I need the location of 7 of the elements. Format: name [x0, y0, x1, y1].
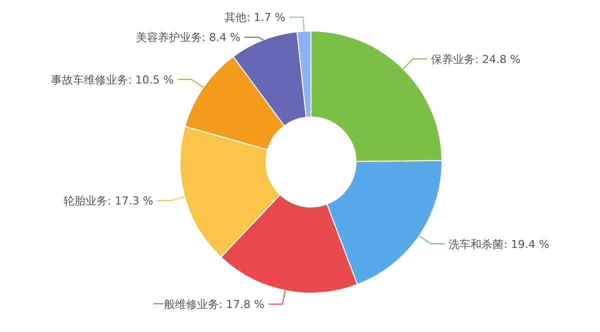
slice-label: 洗车和杀菌: 19.4 %	[448, 238, 550, 251]
slice-label: 事故车维修业务: 10.5 %	[51, 73, 174, 86]
slice-label: 一般维修业务: 17.8 %	[152, 298, 264, 312]
slice-label: 美容养护业务: 8.4 %	[136, 31, 240, 44]
slice-label: 保养业务: 24.8 %	[430, 52, 521, 66]
slice-label: 轮胎业务: 17.3 %	[64, 194, 154, 208]
slice-label: 其他: 1.7 %	[224, 11, 286, 24]
